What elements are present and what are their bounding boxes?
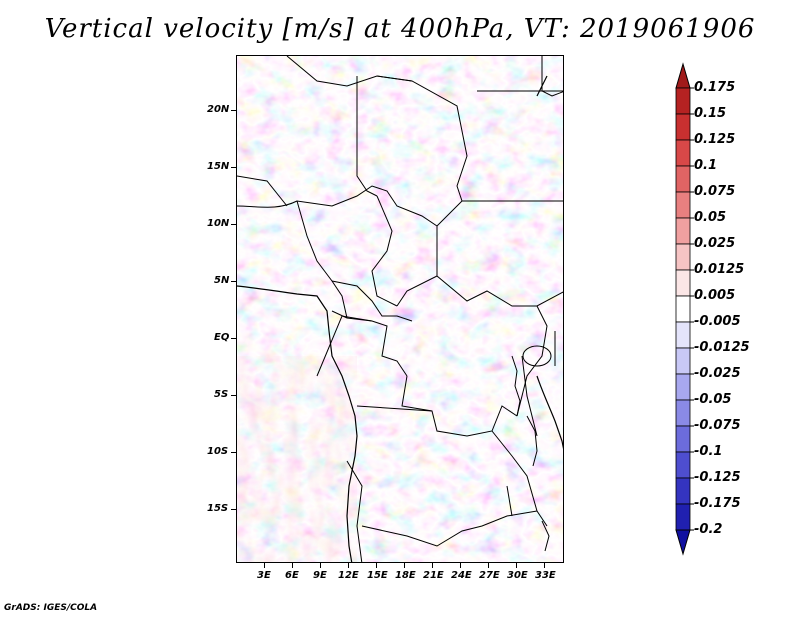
lon-label-18e: 18E	[395, 570, 416, 581]
lon-tick	[376, 563, 377, 568]
colorbar-label: 0.175	[694, 80, 736, 95]
colorbar-label: 0.15	[694, 106, 727, 121]
colorbar-label: -0.2	[694, 522, 723, 537]
colorbar-label: 0.075	[694, 184, 736, 199]
colorbar-segment	[675, 165, 691, 193]
lat-tick	[231, 281, 236, 282]
colorbar-label: -0.075	[694, 418, 741, 433]
colorbar-segment	[675, 217, 691, 245]
lon-label-21e: 21E	[423, 570, 444, 581]
lon-tick	[348, 563, 349, 568]
lat-label-15n: 15N	[207, 161, 230, 172]
lon-tick	[488, 563, 489, 568]
colorbar-label: -0.025	[694, 366, 741, 381]
lat-tick	[231, 110, 236, 111]
lat-label-10n: 10N	[207, 218, 230, 229]
colorbar-label: -0.1	[694, 444, 723, 459]
colorbar-label: 0.0125	[694, 262, 745, 277]
colorbar-segment	[675, 243, 691, 271]
lon-tick	[516, 563, 517, 568]
lat-label-15s: 15S	[207, 503, 229, 514]
lon-tick	[264, 563, 265, 568]
colorbar-label: 0.05	[694, 210, 727, 225]
colorbar-segment	[675, 451, 691, 479]
lon-label-30e: 30E	[507, 570, 528, 581]
lon-label-33e: 33E	[535, 570, 556, 581]
lakes	[511, 345, 552, 552]
colorbar-label: 0.025	[694, 236, 736, 251]
colorbar-segment	[675, 425, 691, 453]
colorbar-segment	[675, 269, 691, 297]
colorbar-bottom-arrow	[675, 529, 691, 556]
velocity-field	[237, 56, 563, 562]
map-plot-area	[236, 55, 564, 563]
lon-label-9e: 9E	[313, 570, 327, 581]
lon-label-24e: 24E	[451, 570, 472, 581]
lon-tick	[432, 563, 433, 568]
lat-tick	[231, 452, 236, 453]
colorbar-label: -0.175	[694, 496, 741, 511]
colorbar-label: -0.125	[694, 470, 741, 485]
colorbar-segment	[675, 191, 691, 219]
lon-label-3e: 3E	[257, 570, 271, 581]
lat-label-10s: 10S	[207, 446, 229, 457]
colorbar-label: 0.125	[694, 132, 736, 147]
grads-credit: GrADS: IGES/COLA	[4, 603, 98, 613]
lat-tick	[231, 509, 236, 510]
country-borders	[237, 56, 563, 562]
lon-label-12e: 12E	[338, 570, 359, 581]
lat-label-5s: 5S	[214, 389, 229, 400]
colorbar-segment	[675, 295, 691, 323]
colorbar-segment	[675, 139, 691, 167]
colorbar-top-arrow	[675, 62, 691, 89]
lon-tick	[404, 563, 405, 568]
lat-tick	[231, 395, 236, 396]
colorbar-segment	[675, 399, 691, 427]
colorbar-segment	[675, 321, 691, 349]
lat-label-20n: 20N	[207, 104, 230, 115]
colorbar-label: 0.005	[694, 288, 736, 303]
colorbar-segment	[675, 87, 691, 115]
lat-label-eq: EQ	[214, 332, 230, 343]
colorbar-label: -0.005	[694, 314, 741, 329]
colorbar-segment	[675, 373, 691, 401]
colorbar-segment	[675, 477, 691, 505]
lat-label-5n: 5N	[214, 275, 230, 286]
lon-tick	[320, 563, 321, 568]
lon-label-6e: 6E	[285, 570, 299, 581]
lat-tick	[231, 167, 236, 168]
colorbar-segment	[675, 113, 691, 141]
lon-tick	[460, 563, 461, 568]
lon-tick	[292, 563, 293, 568]
colorbar-label: 0.1	[694, 158, 718, 173]
colorbar-segment	[675, 347, 691, 375]
lon-label-27e: 27E	[479, 570, 500, 581]
colorbar-label: -0.05	[694, 392, 732, 407]
lat-tick	[231, 224, 236, 225]
colorbar-label: -0.0125	[694, 340, 750, 355]
lat-tick	[231, 338, 236, 339]
southwest-ascent-streaks	[237, 356, 357, 562]
lon-tick	[544, 563, 545, 568]
lon-label-15e: 15E	[367, 570, 388, 581]
map-title: Vertical velocity [m/s] at 400hPa, VT: 2…	[44, 14, 756, 44]
coastline	[237, 75, 563, 562]
colorbar-segment	[675, 503, 691, 531]
